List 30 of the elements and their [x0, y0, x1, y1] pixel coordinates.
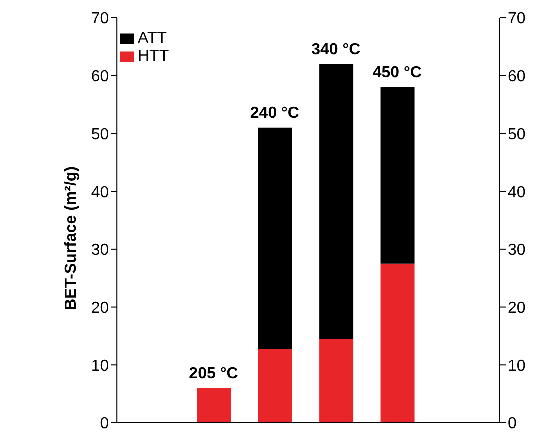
annotation: 340 °C: [312, 41, 362, 58]
y-tick-label: 0: [100, 416, 110, 433]
y2-tick-label: 10: [508, 358, 526, 375]
y2-tick-label: 60: [508, 68, 526, 86]
y2-tick-label: 40: [508, 184, 526, 202]
y-tick-label: 50: [91, 126, 110, 144]
y2-tick-label: 50: [508, 126, 526, 144]
y-tick-label: 10: [91, 358, 110, 375]
y-axis-title: BET-Surface (m²/g): [62, 166, 80, 310]
bar: [380, 264, 415, 423]
bar: [197, 388, 232, 423]
y-tick-label: 60: [91, 68, 110, 86]
y2-tick-label: 0: [508, 416, 517, 433]
y-tick-label: 30: [91, 242, 110, 260]
y2-tick-label: 70: [508, 10, 526, 28]
bar: [258, 128, 292, 350]
y-tick-label: 40: [91, 184, 110, 202]
bar: [320, 339, 354, 423]
annotation: 450 °C: [372, 64, 422, 82]
y-tick-label: 70: [91, 10, 110, 28]
legend-label: ATT: [138, 30, 168, 47]
y2-tick-label: 20: [508, 300, 526, 317]
annotation: 205 °C: [189, 365, 239, 382]
annotation: 240 °C: [250, 104, 300, 122]
y2-tick-label: 30: [508, 242, 526, 260]
bar: [380, 87, 415, 264]
legend-label: HTT: [138, 48, 170, 65]
bar: [258, 350, 292, 423]
bar: [320, 64, 354, 340]
y-tick-label: 20: [91, 300, 110, 317]
